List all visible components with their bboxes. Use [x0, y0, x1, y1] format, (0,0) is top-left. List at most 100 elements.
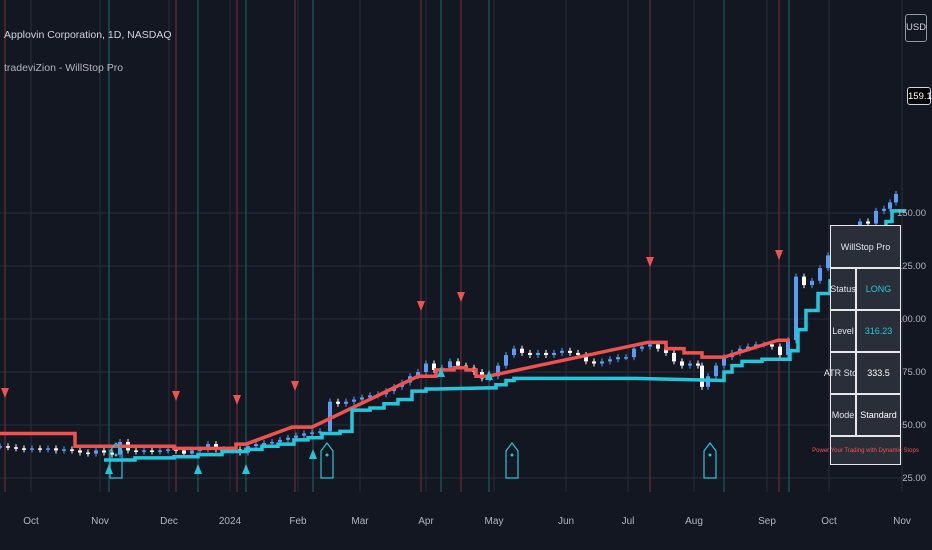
panel-row-value: Standard — [857, 395, 900, 435]
time-axis: Oct Nov Dec 2024 Feb Mar Apr May Jun Jul Aug Sep Oct… — [23, 516, 911, 527]
x-tick-label: Nov — [91, 516, 109, 527]
sell-signal-arrow — [417, 301, 425, 311]
candle-body — [62, 449, 66, 451]
candle-body — [198, 449, 202, 451]
candle-body — [182, 450, 186, 454]
candle-body — [336, 401, 340, 404]
candle-body — [158, 450, 162, 452]
candle-body — [818, 268, 822, 281]
candle-body — [328, 401, 332, 432]
panel-title: WillStop Pro — [831, 226, 900, 267]
y-tick-label: 125.00 — [897, 261, 926, 272]
candle-body — [262, 443, 266, 445]
candle-body — [616, 357, 620, 360]
candle-body — [560, 350, 564, 353]
candle-body — [368, 395, 372, 398]
signal-vertical-markers — [4, 0, 790, 492]
tag-markers — [109, 442, 717, 479]
candle-body — [648, 344, 652, 347]
candle-body — [110, 452, 114, 455]
candle-body — [802, 276, 806, 286]
panel-row-label: Mode — [831, 395, 855, 435]
chart-grid — [0, 0, 906, 492]
x-tick-label: Oct — [23, 516, 39, 527]
buy-signal-arrow — [437, 367, 445, 377]
x-tick-label: Oct — [821, 516, 837, 527]
candle-body — [254, 444, 258, 447]
candle-body — [190, 450, 194, 454]
buy-signal-arrow — [105, 464, 113, 474]
candle-body — [70, 449, 74, 451]
candle-body — [882, 208, 886, 211]
y-tick-label: 150.00 — [897, 208, 926, 219]
candle-body — [174, 449, 178, 451]
candle-body — [680, 361, 684, 366]
willstop-info-panel: WillStop Pro Status LONG Level 316.23 AT… — [812, 225, 919, 465]
candle-body — [294, 435, 298, 438]
candle-body — [794, 276, 798, 341]
event-tag-marker — [109, 442, 123, 479]
candle-body — [552, 352, 556, 356]
candle-body — [30, 448, 34, 450]
candle-body — [54, 448, 58, 451]
panel-footer: Power Your Trading with Dynamic Stops — [812, 437, 919, 464]
buy-signal-arrow — [194, 464, 202, 474]
candle-body — [310, 432, 314, 434]
candle-body — [0, 446, 2, 448]
candle-body — [448, 361, 452, 368]
candle-body — [584, 355, 588, 362]
candle-body — [520, 348, 524, 353]
candle-body — [600, 361, 604, 364]
candle-body — [318, 431, 322, 433]
candle-body — [94, 450, 98, 454]
panel-row-label: Status — [830, 269, 856, 309]
panel-row-label: ATR Stop — [824, 353, 862, 393]
candle-body — [352, 399, 356, 402]
x-tick-label: 2024 — [219, 516, 242, 527]
candle-body — [14, 447, 18, 449]
x-tick-label: Nov — [893, 516, 911, 527]
sell-signal-arrow — [457, 292, 465, 302]
candle-body — [866, 221, 870, 224]
sell-signal-arrow — [646, 257, 654, 267]
short-stop-line — [0, 338, 790, 451]
candle-body — [424, 363, 428, 372]
candle-body — [150, 450, 154, 452]
candle-body — [416, 372, 420, 377]
candle-body — [874, 210, 878, 224]
candle-body — [778, 346, 782, 356]
x-tick-label: Jun — [558, 516, 574, 527]
panel-row-label: Level — [831, 311, 855, 351]
candle-body — [608, 359, 612, 362]
candle-body — [664, 348, 668, 353]
candle-body — [624, 357, 628, 359]
long-stop-line — [104, 209, 906, 462]
buy-signal-arrow — [309, 449, 317, 459]
candle-body — [576, 352, 580, 356]
candle-body — [6, 446, 10, 448]
candle-body — [432, 363, 436, 370]
candle-body — [270, 441, 274, 444]
candle-body — [700, 365, 704, 387]
candle-body — [360, 397, 364, 400]
x-tick-label: Jul — [622, 516, 635, 527]
candle-body — [632, 348, 636, 358]
candle-body — [656, 344, 660, 349]
x-tick-label: Aug — [685, 516, 703, 527]
candle-body — [640, 346, 644, 349]
candle-body — [786, 340, 790, 356]
candle-body — [46, 448, 50, 450]
y-tick-label: 50.00 — [902, 420, 926, 431]
sell-signal-arrow — [291, 381, 299, 391]
panel-row-value: 316.23 — [857, 311, 900, 351]
candle-body — [22, 448, 26, 450]
x-tick-label: Dec — [160, 516, 178, 527]
candle-body — [810, 280, 814, 286]
candle-body — [544, 352, 548, 356]
candle-body — [714, 365, 718, 377]
x-tick-label: Mar — [351, 516, 369, 527]
candle-body — [528, 352, 532, 356]
sell-signal-arrow — [1, 388, 9, 398]
currency-button[interactable]: USD — [905, 14, 927, 42]
